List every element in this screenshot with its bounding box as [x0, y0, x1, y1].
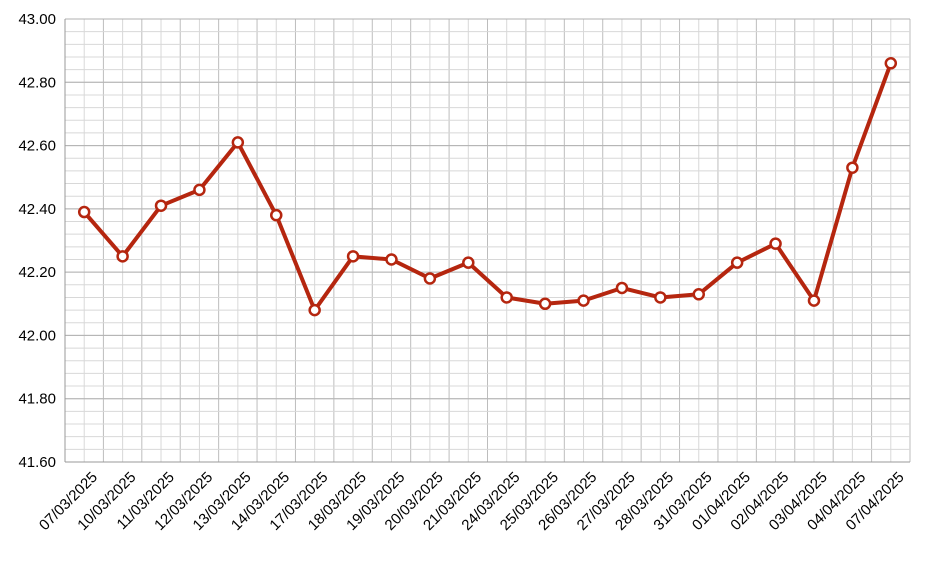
y-tick-label: 42.40 [18, 201, 56, 218]
y-tick-label: 43.00 [18, 11, 56, 28]
point [769, 237, 782, 250]
point [500, 291, 513, 304]
point [654, 291, 667, 304]
point [154, 199, 168, 212]
point [846, 161, 859, 174]
point [423, 272, 437, 285]
y-tick-label: 41.80 [18, 391, 56, 408]
point [538, 297, 552, 311]
point [231, 136, 245, 149]
line [82, 62, 893, 313]
point [77, 205, 91, 219]
point [730, 256, 744, 269]
point [193, 183, 206, 197]
point [692, 288, 705, 301]
point [308, 303, 321, 317]
point [116, 250, 129, 263]
y-tick-label: 42.20 [18, 264, 56, 281]
point [807, 294, 821, 307]
y-tick-label: 42.80 [18, 74, 56, 91]
point [884, 57, 898, 70]
y-tick-label: 42.00 [18, 327, 56, 344]
y-tick-label: 41.60 [18, 454, 56, 471]
y-tick-label: 42.60 [18, 138, 56, 155]
point [462, 256, 475, 269]
point [385, 253, 398, 266]
point [346, 250, 360, 263]
point [270, 208, 283, 222]
point [577, 294, 590, 307]
point [615, 281, 629, 295]
